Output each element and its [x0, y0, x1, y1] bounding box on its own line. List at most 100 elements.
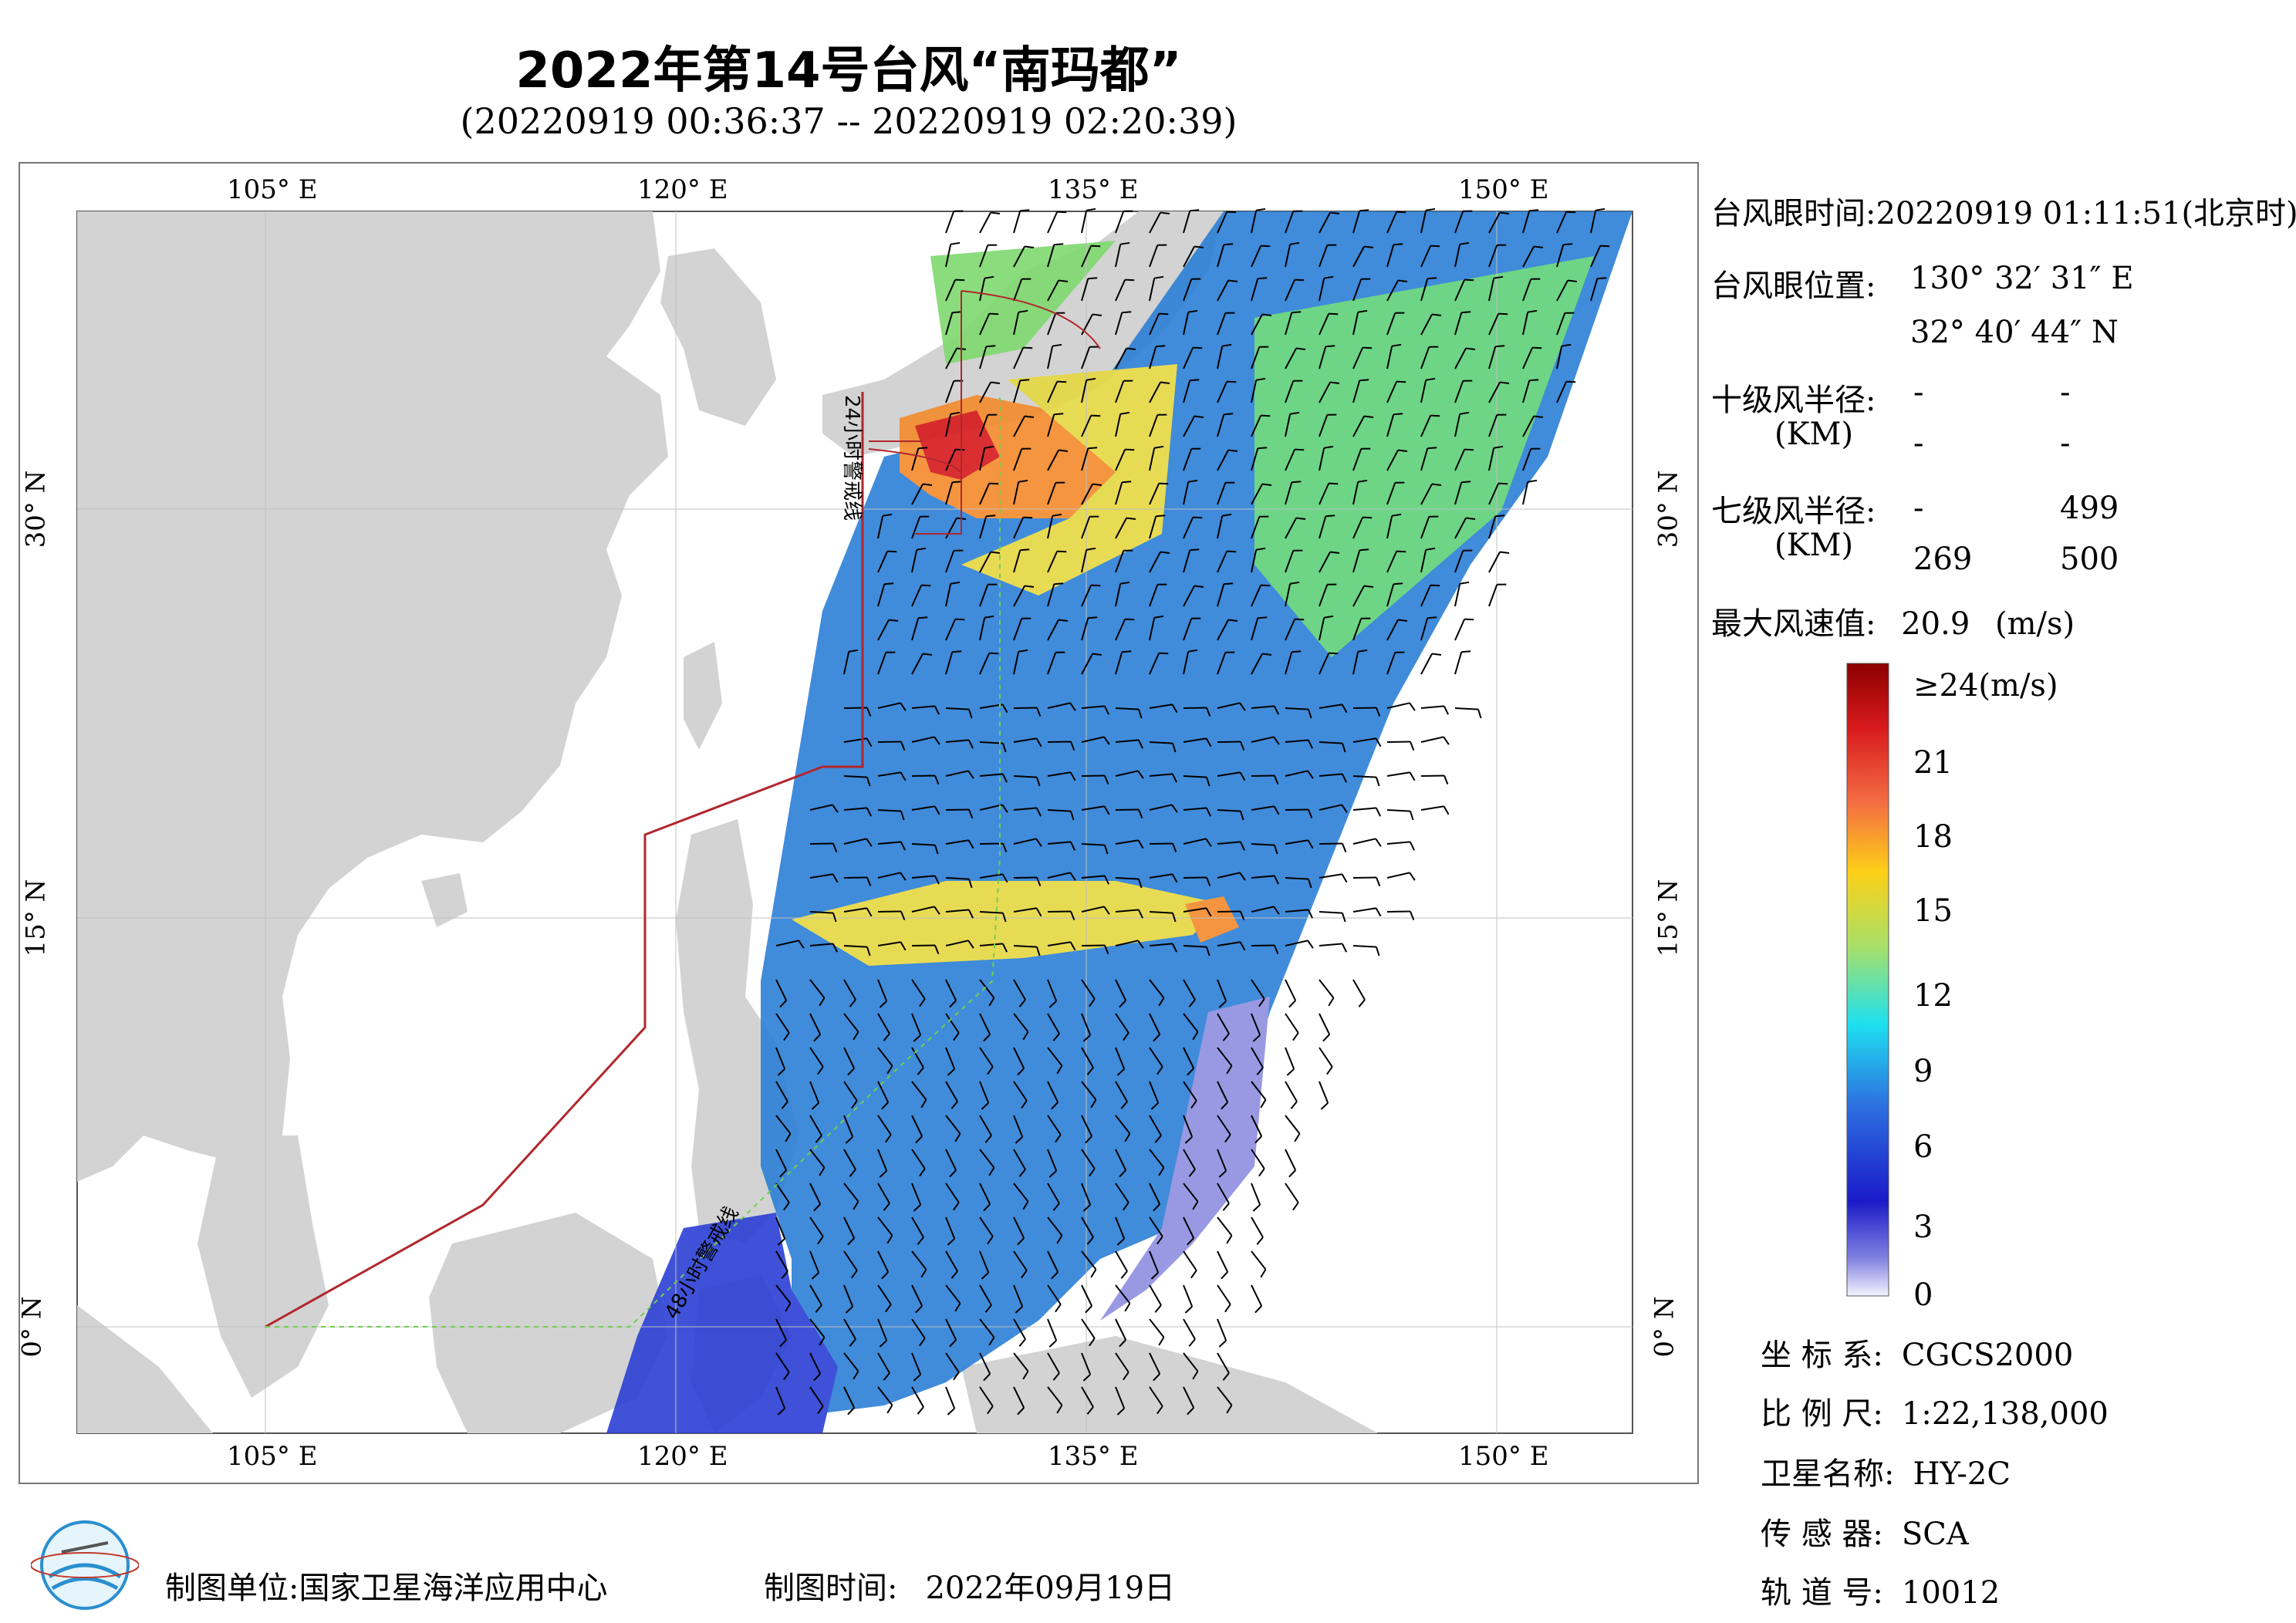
wind-barb-flag — [1069, 872, 1076, 881]
wind-barb-flag — [866, 946, 871, 957]
wind-barb-flag — [1017, 1407, 1025, 1415]
wind-barb-flag — [1058, 619, 1069, 622]
wind-barb-flag — [1125, 278, 1135, 282]
wind-barb-flag — [1020, 209, 1030, 212]
wind-barb-flag — [1092, 483, 1102, 486]
wind-barb-flag — [900, 841, 907, 851]
wind-barb — [979, 1047, 994, 1068]
wind-barb-flag — [1158, 1337, 1165, 1346]
wind-barb — [1149, 1183, 1161, 1205]
wind-map[interactable]: 24小时警戒线 48小时警戒线 — [20, 164, 1697, 1483]
wind-barb — [1115, 1318, 1127, 1341]
wind-barb — [1522, 448, 1532, 471]
wind-barb-flag — [1477, 709, 1482, 719]
wind-barb — [911, 484, 923, 505]
wind-barb — [1183, 246, 1195, 268]
wind-barb — [1251, 447, 1259, 471]
wind-barb — [1183, 517, 1194, 539]
wind-barb — [1115, 619, 1126, 641]
wind-barb-flag — [1533, 415, 1544, 418]
wind-barb — [1115, 909, 1139, 913]
wind-barb — [1047, 1386, 1063, 1406]
wind-barb — [1386, 450, 1399, 471]
wind-barb — [1013, 807, 1037, 811]
wind-barb — [945, 1216, 956, 1240]
wind-barb-flag — [1341, 804, 1348, 813]
wind-barb-flag — [1036, 777, 1041, 787]
wind-barb — [979, 313, 991, 336]
wind-barb — [1319, 382, 1331, 403]
r10-unit: (KM) — [1774, 417, 1854, 452]
wind-barb-flag — [1363, 585, 1374, 588]
wind-barb-flag — [1273, 736, 1280, 745]
wind-barb — [1285, 550, 1295, 573]
wind-barb — [1183, 1081, 1197, 1102]
wind-barb-flag — [817, 1066, 824, 1075]
wind-barb — [1013, 945, 1038, 948]
wind-barb — [945, 518, 957, 539]
wind-barb — [945, 244, 952, 268]
wind-barb — [1420, 484, 1433, 505]
wind-barb — [1488, 278, 1495, 302]
wind-barb — [1285, 770, 1308, 777]
wind-barb — [1386, 652, 1396, 675]
wind-barb-flag — [1363, 245, 1374, 248]
wind-barb — [1183, 1013, 1199, 1033]
wind-barb — [843, 1284, 854, 1308]
wind-barb — [1047, 841, 1071, 845]
wind-barb-flag — [1375, 807, 1382, 817]
wind-barb — [1386, 515, 1393, 539]
wind-barb-flag — [1294, 1133, 1301, 1142]
wind-barb-flag — [779, 1169, 787, 1178]
wind-barb — [1386, 346, 1393, 369]
wind-barb-flag — [1443, 736, 1450, 745]
wind-barb — [1522, 210, 1531, 234]
wind-barb-flag — [886, 1405, 893, 1414]
wind-barb — [843, 775, 868, 778]
wind-barb — [911, 447, 920, 471]
wind-barb — [1352, 481, 1359, 505]
wind-barb-flag — [1409, 771, 1416, 781]
wind-barb — [877, 1081, 890, 1103]
wind-barb — [877, 1386, 893, 1406]
wind-barb-flag — [1443, 805, 1450, 815]
wind-barb-flag — [967, 909, 974, 919]
wind-barb — [1115, 348, 1127, 369]
wind-barb — [1013, 278, 1023, 302]
wind-barb-flag — [1138, 879, 1143, 889]
wind-barb-flag — [1409, 841, 1416, 851]
wind-barb — [877, 551, 889, 573]
wind-barb — [809, 1183, 822, 1205]
wind-barb — [1047, 1115, 1062, 1135]
wind-barb — [1081, 774, 1106, 777]
wind-barb — [1285, 1115, 1301, 1135]
wind-barb — [1115, 808, 1140, 811]
wind-barb — [1013, 1149, 1026, 1170]
wind-barb — [1149, 1047, 1163, 1068]
wind-barb — [1285, 380, 1295, 403]
wind-barb — [1081, 245, 1092, 268]
wind-barb-flag — [1154, 275, 1164, 279]
wind-barb — [1420, 736, 1444, 743]
wind-barb-flag — [1222, 343, 1232, 347]
wind-barb — [775, 979, 788, 1001]
wind-barb — [945, 839, 969, 845]
wind-barb — [979, 1386, 994, 1407]
wind-barb-flag — [1123, 1202, 1129, 1211]
wind-barb-flag — [917, 547, 927, 551]
wind-barb — [911, 1115, 923, 1137]
wind-barb — [1352, 517, 1364, 539]
wind-barb-flag — [1192, 1371, 1199, 1380]
wind-barb — [1081, 1081, 1097, 1101]
wind-barb-flag — [984, 615, 994, 619]
wind-barb — [1454, 279, 1466, 302]
wind-barb — [1217, 1081, 1229, 1103]
wind-barb — [809, 911, 834, 914]
map-frame: 24小时警戒线 48小时警戒线 105° E 120° E 135° E 150… — [17, 162, 1699, 1484]
wind-barb — [1319, 447, 1325, 471]
wind-barb — [979, 552, 991, 573]
wind-barb — [877, 841, 901, 845]
wind-barb-flag — [785, 1303, 792, 1312]
wind-barb — [1047, 515, 1054, 539]
wind-barb-flag — [989, 312, 999, 315]
